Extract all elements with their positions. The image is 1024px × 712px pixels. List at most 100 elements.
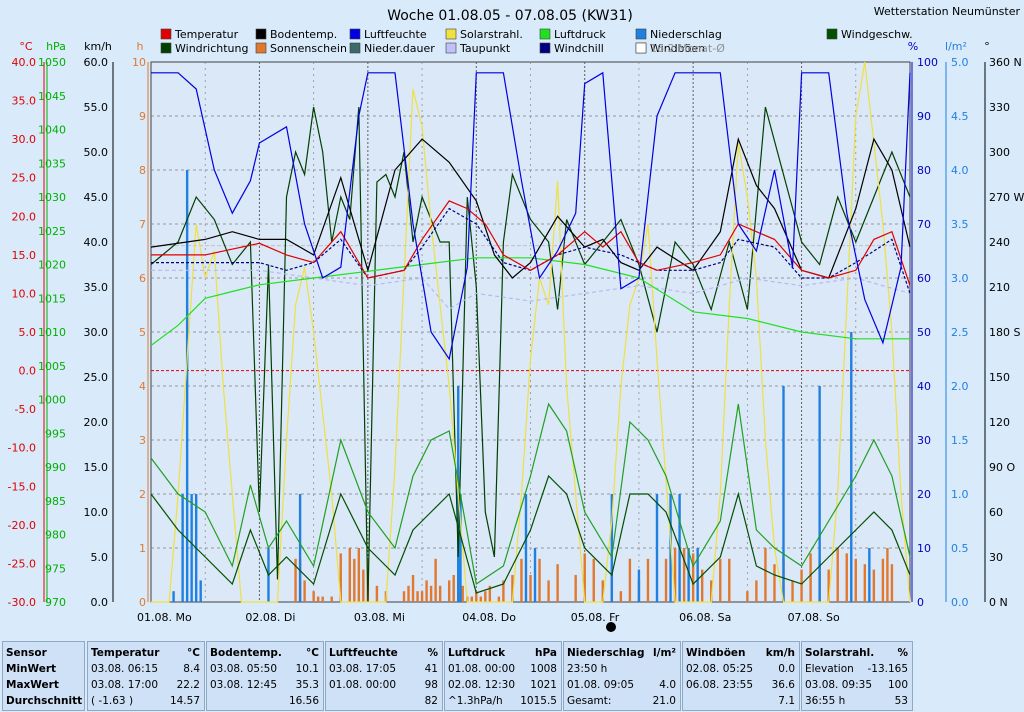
- stats-cell-label: ( -1.63 ): [91, 695, 134, 707]
- axis-tick-label: 0.0: [91, 596, 109, 609]
- precipitation-bar: [172, 591, 175, 602]
- axis-tick-label: 25.0: [12, 172, 37, 185]
- sunshine-bar: [461, 585, 464, 602]
- stats-block-hum: Luftfeuchte% 03.08. 17:05 41 01.08. 00:00 98…: [325, 641, 443, 711]
- precipitation-bar: [533, 548, 537, 602]
- axis-tick-label: 3.0: [951, 272, 969, 285]
- sunshine-bar: [863, 564, 867, 602]
- sunshine-bar: [890, 564, 894, 602]
- legend-swatch: [160, 42, 172, 54]
- precipitation-bar: [181, 494, 184, 602]
- axis-tick-label: 150: [989, 371, 1010, 384]
- axis-tick-label: 30.0: [12, 133, 37, 146]
- sunshine-bar: [827, 569, 830, 602]
- stats-cell-value: 21.0: [652, 695, 676, 707]
- stats-row-label: MinWert: [6, 663, 57, 675]
- axis-tick-label: 0: [139, 596, 146, 609]
- legend-label: Taupunkt: [459, 42, 511, 55]
- sunshine-bar: [339, 553, 342, 602]
- axis-tick-label: 3.5: [951, 218, 969, 231]
- sunshine-bar: [529, 575, 532, 602]
- sunshine-bar: [574, 575, 577, 602]
- legend-swatch: [349, 42, 361, 54]
- axis-tick-label: 70: [917, 218, 931, 231]
- series-line: [151, 61, 911, 603]
- legend-label: Windgeschw.: [841, 28, 913, 41]
- stats-cell-value: 1008: [530, 663, 557, 675]
- axis-tick-label: 60: [989, 506, 1003, 519]
- stats-block-title: Luftdruck: [448, 647, 506, 659]
- axis-unit: °C: [19, 40, 33, 53]
- precipitation-bar: [190, 494, 193, 602]
- legend-label: Luftdruck: [554, 28, 606, 41]
- sunshine-bar: [809, 553, 812, 602]
- stats-cell-label: 01.08. 00:00: [448, 663, 515, 675]
- bars: [172, 170, 894, 602]
- axis-unit: h: [137, 40, 144, 53]
- stats-cell-label: 01.08. 00:00: [329, 679, 396, 691]
- axis-tick-label: 20: [917, 488, 931, 501]
- stats-cell-value: 1021: [530, 679, 557, 691]
- sunshine-bar: [303, 580, 306, 602]
- sunshine-bar: [447, 580, 451, 602]
- axis-tick-label: 15.0: [12, 249, 37, 262]
- sunshine-bar: [497, 596, 501, 602]
- axis-tick-label: 1015: [38, 292, 66, 305]
- stats-block-soil: Bodentemp. °C 03.08. 05:50 10.1 03.08. 12:45…: [206, 641, 324, 711]
- stats-block-title: Solarstrahl.: [805, 647, 875, 659]
- sunshine-bar: [592, 558, 595, 602]
- sunshine-bar: [872, 569, 876, 602]
- legend-swatch: [445, 28, 457, 40]
- sunshine-bar: [316, 596, 320, 602]
- stats-cell-label: 06.08. 23:55: [686, 679, 753, 691]
- stats-cell-label: Gesamt:: [567, 695, 612, 707]
- axis-tick-label: 50: [917, 326, 931, 339]
- sunshine-bar: [746, 591, 749, 602]
- sunshine-bar: [475, 591, 478, 602]
- axis-tick-label: 10: [132, 56, 146, 69]
- sunshine-bar: [646, 558, 650, 602]
- axis-unit: km/h: [84, 40, 112, 53]
- sunshine-bar: [520, 558, 523, 602]
- stats-block-unit: °C: [306, 647, 319, 659]
- sunshine-bar: [845, 553, 848, 602]
- legend-swatch: [826, 28, 838, 40]
- sunshine-bar: [538, 558, 541, 602]
- precipitation-bar: [818, 386, 821, 602]
- stats-block-solar: Solarstrahl.% Elevation -13.165 03.08. 09:3…: [801, 641, 913, 711]
- legend-swatch: [255, 28, 267, 40]
- weather-chart: Temperatur Bodentemp. Luftfeuchte Solarstra…: [8, 5, 1024, 632]
- axis-tick-label: 20.0: [84, 416, 109, 429]
- stats-block-title: Niederschlag: [567, 647, 645, 659]
- axis-tick-label: 60: [917, 272, 931, 285]
- axis-tick-label: 1.5: [951, 434, 969, 447]
- legend-label: 16.2 Monat-Ø: [650, 42, 725, 55]
- sunshine-bar: [583, 553, 586, 602]
- legend-label: Solarstrahl.: [460, 28, 523, 41]
- axis-tick-label: 0.0: [951, 596, 969, 609]
- sunshine-bar: [791, 580, 794, 602]
- axis-tick-label: 35.0: [12, 95, 37, 108]
- legend-label: Sonnenschein: [270, 42, 347, 55]
- axis-tick-label: 4.0: [951, 164, 969, 177]
- precipitation-bar: [185, 170, 189, 602]
- sunshine-bar: [673, 548, 677, 602]
- stats-cell-value: 0.0: [778, 663, 795, 675]
- sunshine-bar: [511, 575, 514, 602]
- axis-tick-label: 1020: [38, 259, 66, 272]
- sunshine-bar: [881, 558, 885, 602]
- legend-swatch: [635, 42, 647, 54]
- axis-tick-label: 2.0: [951, 380, 969, 393]
- stats-cell-value: 36.6: [771, 679, 795, 691]
- axis-tick-label: 2.5: [951, 326, 969, 339]
- sunshine-bar: [357, 548, 361, 602]
- legend-label: Luftfeuchte: [364, 28, 427, 41]
- axis-tick-label: -20.0: [8, 519, 36, 532]
- legend-swatch: [539, 28, 551, 40]
- series-line: [151, 71, 911, 361]
- axis-tick-label: 4.5: [951, 110, 969, 123]
- axis-tick-label: 40: [917, 380, 931, 393]
- sunshine-bar: [353, 558, 356, 602]
- axis-tick-label: 25.0: [84, 371, 109, 384]
- axis-tick-label: 0.5: [951, 542, 969, 555]
